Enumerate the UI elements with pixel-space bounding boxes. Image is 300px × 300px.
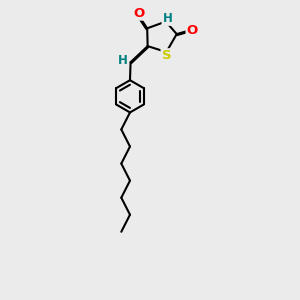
Text: H: H (118, 54, 128, 67)
Text: H: H (162, 12, 172, 25)
Text: O: O (133, 7, 144, 20)
Text: S: S (161, 49, 171, 62)
Text: O: O (187, 24, 198, 37)
